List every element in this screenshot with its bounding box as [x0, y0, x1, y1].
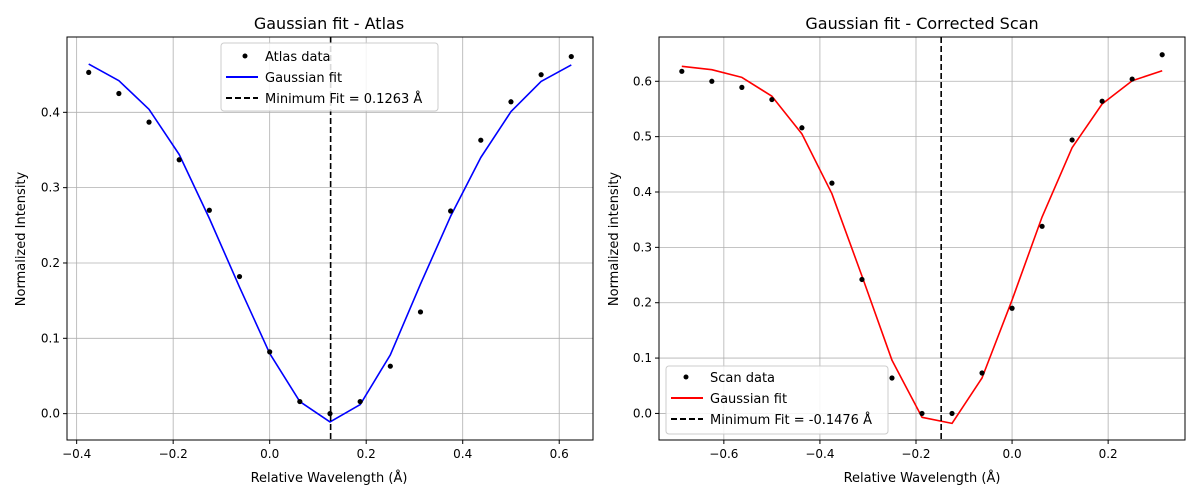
y-tick-label: 0.3 — [633, 240, 652, 254]
data-point — [357, 398, 363, 405]
data-point — [1129, 76, 1135, 82]
legend-marker-atlas-data — [242, 53, 248, 59]
y-tick-label: 0.2 — [41, 256, 60, 270]
y-axis-label: Normalized intensity — [607, 172, 622, 307]
y-tick-label: 0.0 — [41, 407, 60, 421]
x-axis-label: Relative Wavelength (Å) — [251, 470, 408, 486]
data-point — [1069, 137, 1075, 143]
x-tick-label: 0.0 — [1003, 447, 1022, 461]
y-tick-label: 0.2 — [633, 296, 652, 310]
data-point — [236, 273, 243, 280]
data-point — [769, 96, 775, 103]
y-tick-label: 0.3 — [41, 181, 60, 195]
data-point — [1099, 98, 1105, 104]
y-axis-label: Normalized Intensity — [14, 171, 29, 306]
gaussian-fit-line — [88, 63, 572, 423]
data-point — [919, 410, 925, 417]
data-point — [176, 157, 182, 163]
plot-frame — [66, 36, 594, 441]
data-point — [146, 119, 152, 125]
data-point — [709, 78, 715, 84]
legend-label-gaussian-fit: Gaussian fit — [265, 71, 342, 86]
data-point — [799, 125, 805, 131]
data-point — [417, 309, 424, 315]
x-tick-label: 0.6 — [550, 447, 569, 461]
chart-title: Gaussian fit - Atlas — [254, 14, 404, 33]
legend-label-atlas-data: Atlas data — [265, 50, 331, 65]
y-tick-label: 0.4 — [41, 105, 60, 119]
x-tick-label: −0.4 — [805, 447, 834, 461]
y-tick-label: 0.5 — [633, 130, 652, 144]
y-tick-label: 0.0 — [633, 406, 652, 420]
data-point — [949, 410, 955, 417]
legend: Atlas data Gaussian fit Minimum Fit = 0.… — [220, 42, 439, 112]
data-point — [889, 375, 895, 381]
x-tick-label: −0.6 — [709, 447, 738, 461]
y-tick-label: 0.4 — [633, 185, 652, 199]
data-point — [327, 411, 333, 417]
plot-frame — [658, 36, 1186, 441]
data-point — [568, 53, 574, 60]
data-point — [1039, 223, 1045, 229]
legend-label-minimum-fit: Minimum Fit = -0.1476 Å — [710, 412, 872, 428]
data-point — [739, 84, 745, 90]
y-tick-label: 0.1 — [633, 351, 652, 365]
x-tick-label: 0.0 — [260, 447, 279, 461]
x-axis-label: Relative Wavelength (Å) — [844, 470, 1001, 486]
data-point — [508, 99, 514, 105]
x-tick-label: −0.2 — [159, 447, 188, 461]
legend-marker-scan-data — [683, 374, 689, 380]
legend: Scan data Gaussian fit Minimum Fit = -0.… — [665, 365, 889, 435]
legend-label-minimum-fit: Minimum Fit = 0.1263 Å — [265, 91, 422, 107]
data-point — [979, 370, 985, 376]
legend-box — [220, 42, 439, 112]
y-tick-label: 0.1 — [41, 331, 60, 345]
x-tick-label: −0.4 — [62, 447, 91, 461]
data-point — [1009, 305, 1015, 311]
gaussian-fit-line — [681, 65, 1163, 425]
data-point — [1159, 52, 1165, 58]
data-point — [478, 137, 484, 143]
data-point — [679, 68, 685, 74]
atlas-chart: Gaussian fit - Atlas Relative Wavelength… — [14, 14, 594, 486]
data-point — [116, 90, 122, 97]
legend-label-gaussian-fit: Gaussian fit — [710, 392, 787, 407]
y-tick-label: 0.6 — [633, 74, 652, 88]
data-point — [86, 69, 92, 76]
data-point — [387, 363, 393, 369]
data-point — [267, 349, 273, 355]
x-tick-label: −0.2 — [901, 447, 930, 461]
data-point — [206, 207, 212, 213]
legend-label-scan-data: Scan data — [710, 371, 775, 386]
data-point — [859, 276, 865, 283]
legend-box — [665, 365, 889, 435]
data-point — [829, 180, 835, 186]
x-tick-label: 0.4 — [453, 447, 472, 461]
x-tick-label: 0.2 — [1099, 447, 1118, 461]
data-point — [538, 72, 544, 78]
x-tick-label: 0.2 — [357, 447, 376, 461]
data-point — [448, 208, 454, 214]
chart-title: Gaussian fit - Corrected Scan — [805, 14, 1038, 33]
data-point — [297, 398, 303, 405]
corrected-scan-chart: Gaussian fit - Corrected Scan Relative W… — [607, 14, 1186, 486]
